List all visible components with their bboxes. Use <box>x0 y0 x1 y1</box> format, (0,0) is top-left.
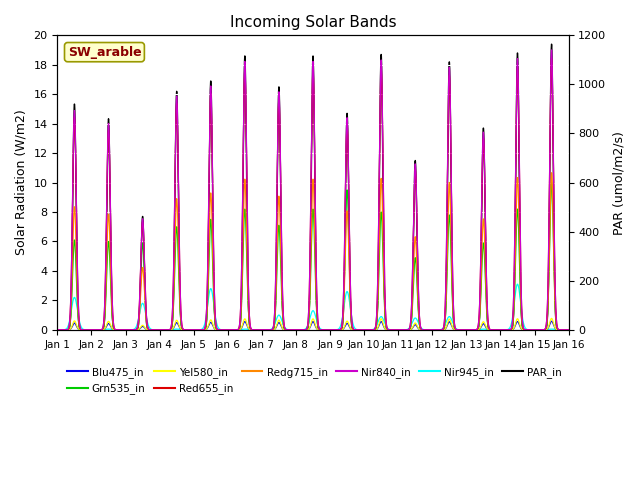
Title: Incoming Solar Bands: Incoming Solar Bands <box>230 15 396 30</box>
Y-axis label: PAR (umol/m2/s): PAR (umol/m2/s) <box>612 131 625 235</box>
Y-axis label: Solar Radiation (W/m2): Solar Radiation (W/m2) <box>15 110 28 255</box>
Legend: Blu475_in, Grn535_in, Yel580_in, Red655_in, Redg715_in, Nir840_in, Nir945_in, PA: Blu475_in, Grn535_in, Yel580_in, Red655_… <box>63 363 566 398</box>
Text: SW_arable: SW_arable <box>68 46 141 59</box>
